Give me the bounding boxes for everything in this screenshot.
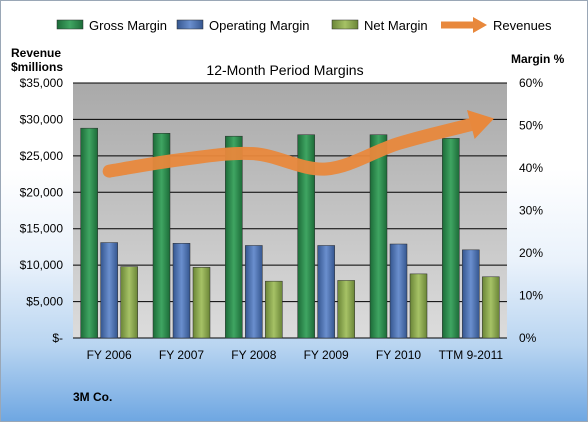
right-axis-title: Margin % — [511, 52, 565, 66]
net-margin-bar — [337, 280, 355, 339]
revenues-arrowhead — [467, 110, 495, 140]
net-margin-bar — [482, 276, 500, 339]
operating-margin-bar — [245, 245, 263, 339]
category-label: TTM 9-2011 — [439, 348, 504, 362]
revenues-line — [102, 110, 495, 178]
category-label: FY 2006 — [87, 348, 132, 362]
left-tick-label: $15,000 — [20, 222, 64, 236]
gross-margin-bar — [297, 134, 315, 339]
net-margin-bar — [192, 267, 211, 339]
right-tick-label: 0% — [519, 331, 537, 345]
operating-margin-legend-swatch — [176, 19, 204, 30]
legend: Gross Margin Operating Margin Net Margin Re… — [56, 17, 552, 33]
left-axis-title-line2: $millions — [11, 60, 63, 74]
right-axis: 0% 10% 20% 30% 40% 50% 60% — [519, 76, 543, 345]
gross-margin-bar — [369, 134, 388, 339]
net-margin-bar — [120, 266, 138, 339]
left-tick-label: $5,000 — [26, 295, 63, 309]
operating-margin-bar — [462, 249, 480, 339]
category-label: FY 2008 — [231, 348, 276, 362]
revenues-line-path — [102, 117, 482, 178]
left-tick-label: $20,000 — [20, 185, 64, 199]
operating-margin-bar — [389, 243, 408, 339]
chart-title: 12-Month Period Margins — [206, 62, 363, 78]
right-tick-label: 30% — [519, 204, 543, 218]
company-name: 3M Co. — [73, 390, 113, 404]
category-label: FY 2007 — [159, 348, 204, 362]
left-axis-title-line1: Revenue — [11, 46, 61, 60]
operating-margin-bar — [100, 242, 118, 339]
operating-margin-bar — [317, 245, 335, 339]
gross-margin-bar — [442, 138, 460, 339]
right-tick-label: 50% — [519, 119, 543, 133]
left-tick-label: $10,000 — [20, 258, 64, 272]
gross-margin-bar — [152, 133, 171, 339]
revenues-legend-label: Revenues — [493, 18, 552, 33]
left-tick-label: $35,000 — [20, 76, 64, 90]
right-tick-label: 10% — [519, 289, 543, 303]
operating-margin-legend-label: Operating Margin — [209, 18, 309, 33]
net-margin-legend-label: Net Margin — [364, 18, 428, 33]
left-tick-label: $30,000 — [20, 112, 64, 126]
left-tick-label: $25,000 — [20, 149, 64, 163]
net-margin-legend-swatch — [331, 19, 359, 30]
net-margin-bar — [409, 273, 428, 339]
plot-area — [73, 83, 507, 338]
left-axis: $- $5,000 $10,000 $15,000 $20,000 $25,000 $30,… — [20, 76, 64, 345]
bars — [80, 127, 500, 339]
gross-margin-bar — [225, 135, 243, 339]
left-tick-label: $- — [52, 331, 63, 345]
category-label: FY 2010 — [376, 348, 421, 362]
gross-margin-bar — [80, 127, 98, 339]
category-label: FY 2009 — [304, 348, 349, 362]
right-tick-label: 60% — [519, 76, 543, 90]
category-axis: FY 2006 FY 2007 FY 2008 FY 2009 FY 2010 TTM 9… — [87, 348, 504, 362]
right-tick-label: 20% — [519, 246, 543, 260]
net-margin-bar — [265, 280, 283, 339]
gridlines — [73, 82, 507, 339]
gross-margin-legend-label: Gross Margin — [89, 18, 167, 33]
operating-margin-bar — [172, 243, 191, 339]
legend-arrow — [473, 17, 487, 33]
gross-margin-legend-swatch — [56, 19, 84, 30]
right-tick-label: 40% — [519, 161, 543, 175]
